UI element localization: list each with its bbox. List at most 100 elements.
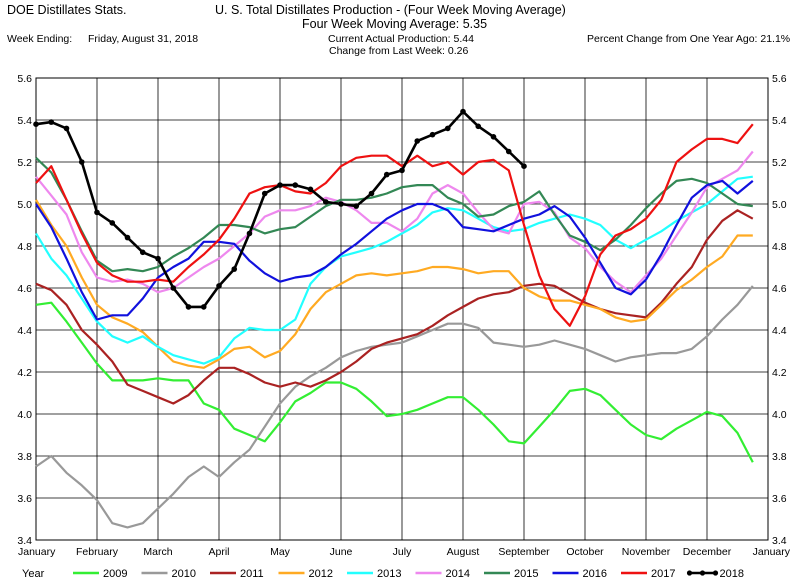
y-tick-label-left: 5.4 xyxy=(17,115,32,127)
y-tick-label-left: 5.2 xyxy=(17,157,32,169)
series-point-2018 xyxy=(139,249,146,256)
series-point-2018 xyxy=(63,125,70,132)
x-tick-label: January xyxy=(18,546,56,558)
series-point-2018 xyxy=(368,190,375,197)
legend-marker-2018 xyxy=(712,570,719,576)
change-last-week: Change from Last Week: 0.26 xyxy=(329,45,469,57)
x-tick-label: June xyxy=(330,546,353,558)
y-tick-label-right: 4.8 xyxy=(772,241,787,253)
series-point-2018 xyxy=(155,255,161,262)
week-ending-value: Friday, August 31, 2018 xyxy=(88,33,199,45)
chart-subtitle: Four Week Moving Average: 5.35 xyxy=(302,17,488,31)
y-tick-label-left: 5.6 xyxy=(17,73,32,85)
y-tick-label-left: 5.0 xyxy=(17,199,32,211)
x-tick-label: May xyxy=(270,546,291,558)
series-point-2018 xyxy=(94,209,100,216)
x-tick-label: December xyxy=(683,546,732,558)
series-point-2018 xyxy=(414,138,421,144)
y-tick-label-left: 4.8 xyxy=(17,241,32,253)
series-point-2018 xyxy=(185,304,192,310)
series-point-2018 xyxy=(383,171,390,178)
series-point-2018 xyxy=(444,125,451,132)
series-point-2018 xyxy=(292,182,299,188)
legend-entry-2011: 2011 xyxy=(240,568,264,580)
series-line-2015 xyxy=(35,157,753,273)
y-tick-label-right: 4.4 xyxy=(772,325,787,337)
series-line-2013 xyxy=(35,175,753,365)
x-tick-label: March xyxy=(143,546,172,558)
pct-change: Percent Change from One Year Ago: 21.1% xyxy=(587,33,791,45)
x-tick-label: February xyxy=(76,546,119,558)
y-tick-label-right: 5.2 xyxy=(772,157,787,169)
series-line-2010 xyxy=(35,285,754,529)
y-tick-label-right: 5.6 xyxy=(772,73,787,85)
series-point-2018 xyxy=(322,199,329,205)
y-tick-label-left: 4.2 xyxy=(17,367,32,379)
series-point-2018 xyxy=(338,201,344,207)
y-tick-label-right: 5.4 xyxy=(772,115,787,127)
series-point-2018 xyxy=(216,283,222,289)
series-point-2018 xyxy=(246,230,253,237)
y-tick-label-left: 3.8 xyxy=(17,451,32,463)
series-point-2018 xyxy=(170,285,177,291)
series-point-2018 xyxy=(521,163,527,169)
series-point-2018 xyxy=(505,148,512,155)
y-tick-label-right: 3.6 xyxy=(772,493,787,505)
y-tick-label-right: 4.2 xyxy=(772,367,787,379)
legend-entry-2018: 2018 xyxy=(720,568,744,580)
series-line-2014 xyxy=(35,150,754,294)
y-tick-label-left: 4.4 xyxy=(17,325,32,337)
chart-title: U. S. Total Distillates Production - (Fo… xyxy=(215,3,566,17)
y-tick-label-right: 4.0 xyxy=(772,409,787,421)
series-point-2018 xyxy=(231,266,238,272)
x-tick-label: January xyxy=(753,546,791,558)
current-production: Current Actual Production: 5.44 xyxy=(328,33,474,45)
y-tick-label-left: 4.6 xyxy=(17,283,32,295)
legend-marker-2018 xyxy=(699,570,706,576)
series-point-2018 xyxy=(460,108,466,115)
series-line-2017 xyxy=(35,123,754,327)
x-tick-label: April xyxy=(208,546,229,558)
left-title: DOE Distillates Stats. xyxy=(7,3,127,17)
legend-label: Year xyxy=(22,568,45,580)
y-tick-label-left: 4.0 xyxy=(17,409,32,421)
series-point-2018 xyxy=(490,134,497,140)
series-point-2018 xyxy=(109,220,116,226)
series-line-2011 xyxy=(35,209,754,405)
x-tick-label: August xyxy=(447,546,480,558)
series-point-2018 xyxy=(200,304,207,310)
series-point-2018 xyxy=(78,159,85,165)
legend-entry-2009: 2009 xyxy=(103,568,127,580)
legend-entry-2013: 2013 xyxy=(377,568,401,580)
series-point-2018 xyxy=(429,131,436,138)
y-tick-label-right: 3.8 xyxy=(772,451,787,463)
legend-entry-2015: 2015 xyxy=(514,568,538,580)
series-point-2018 xyxy=(277,182,283,188)
legend-entry-2012: 2012 xyxy=(309,568,333,580)
x-tick-label: July xyxy=(393,546,412,558)
legend-entry-2014: 2014 xyxy=(446,568,470,580)
series-point-2018 xyxy=(475,123,482,130)
series-point-2018 xyxy=(353,203,360,209)
x-tick-label: November xyxy=(622,546,671,558)
week-ending-label: Week Ending: xyxy=(7,33,73,45)
series-point-2018 xyxy=(124,234,131,241)
y-tick-label-right: 4.6 xyxy=(772,283,787,295)
y-tick-label-right: 5.0 xyxy=(772,199,787,211)
series-point-2018 xyxy=(399,167,405,174)
y-tick-label-left: 3.6 xyxy=(17,493,32,505)
legend-marker-2018 xyxy=(686,570,693,576)
series-point-2018 xyxy=(261,190,268,197)
x-tick-label: September xyxy=(498,546,550,558)
series-line-2009 xyxy=(35,301,754,463)
series-point-2018 xyxy=(307,186,314,193)
legend-entry-2016: 2016 xyxy=(583,568,607,580)
x-tick-label: October xyxy=(566,546,604,558)
y-tick-label-left: 3.4 xyxy=(17,535,32,547)
series-point-2018 xyxy=(33,121,39,127)
legend-entry-2017: 2017 xyxy=(651,568,675,580)
legend-entry-2010: 2010 xyxy=(172,568,196,580)
y-tick-label-right: 3.4 xyxy=(772,535,787,547)
series-point-2018 xyxy=(48,119,55,125)
